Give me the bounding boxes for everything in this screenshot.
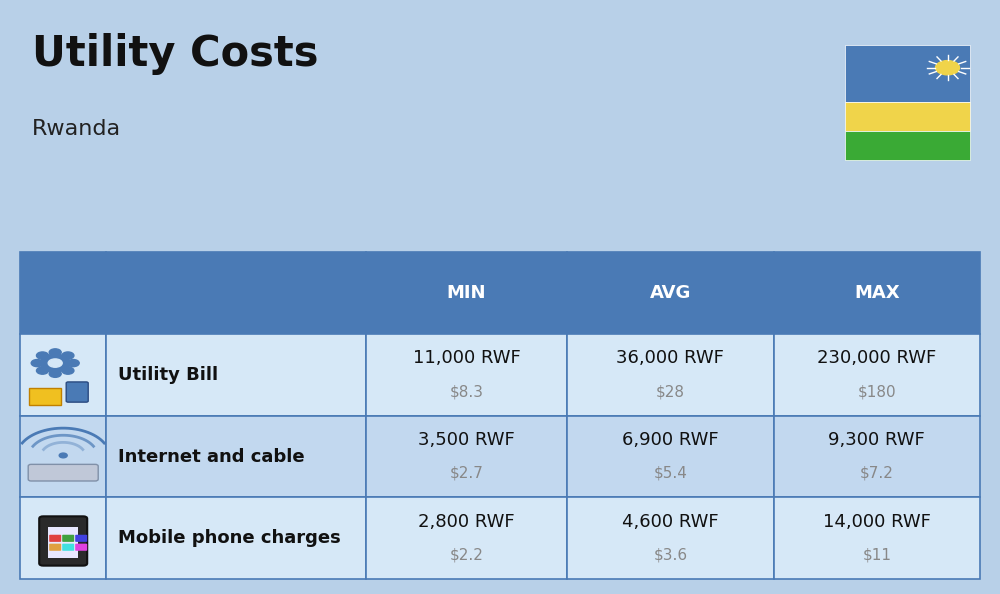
FancyBboxPatch shape bbox=[774, 334, 980, 416]
FancyBboxPatch shape bbox=[28, 465, 98, 481]
Text: Utility Bill: Utility Bill bbox=[118, 366, 219, 384]
FancyBboxPatch shape bbox=[106, 498, 366, 579]
Text: Mobile phone charges: Mobile phone charges bbox=[118, 529, 341, 547]
FancyBboxPatch shape bbox=[62, 544, 74, 551]
Circle shape bbox=[67, 359, 79, 366]
Text: 14,000 RWF: 14,000 RWF bbox=[823, 513, 931, 530]
FancyBboxPatch shape bbox=[20, 334, 106, 416]
Text: 9,300 RWF: 9,300 RWF bbox=[828, 431, 925, 449]
FancyBboxPatch shape bbox=[774, 252, 980, 334]
FancyBboxPatch shape bbox=[366, 416, 567, 497]
FancyBboxPatch shape bbox=[48, 527, 78, 558]
FancyBboxPatch shape bbox=[567, 334, 774, 416]
Circle shape bbox=[936, 61, 960, 75]
Text: $2.2: $2.2 bbox=[449, 548, 483, 563]
Circle shape bbox=[40, 354, 70, 372]
FancyBboxPatch shape bbox=[845, 45, 970, 102]
FancyBboxPatch shape bbox=[845, 103, 970, 131]
FancyBboxPatch shape bbox=[49, 535, 61, 542]
Circle shape bbox=[49, 370, 61, 377]
Text: 6,900 RWF: 6,900 RWF bbox=[622, 431, 719, 449]
Text: AVG: AVG bbox=[650, 285, 691, 302]
Circle shape bbox=[59, 453, 67, 458]
Text: MIN: MIN bbox=[447, 285, 486, 302]
Text: $28: $28 bbox=[656, 384, 685, 399]
FancyBboxPatch shape bbox=[774, 416, 980, 497]
FancyBboxPatch shape bbox=[29, 388, 61, 405]
FancyBboxPatch shape bbox=[774, 498, 980, 579]
FancyBboxPatch shape bbox=[106, 252, 366, 334]
Circle shape bbox=[62, 352, 74, 359]
Text: $8.3: $8.3 bbox=[449, 384, 483, 399]
FancyBboxPatch shape bbox=[366, 334, 567, 416]
FancyBboxPatch shape bbox=[567, 252, 774, 334]
Text: $3.6: $3.6 bbox=[653, 548, 687, 563]
Text: $7.2: $7.2 bbox=[860, 466, 894, 481]
Text: 3,500 RWF: 3,500 RWF bbox=[418, 431, 515, 449]
FancyBboxPatch shape bbox=[66, 382, 88, 402]
Text: $2.7: $2.7 bbox=[449, 466, 483, 481]
FancyBboxPatch shape bbox=[20, 252, 106, 334]
FancyBboxPatch shape bbox=[20, 416, 106, 497]
Text: Utility Costs: Utility Costs bbox=[32, 33, 318, 75]
Text: 11,000 RWF: 11,000 RWF bbox=[413, 349, 520, 367]
Text: $11: $11 bbox=[862, 548, 891, 563]
Text: 2,800 RWF: 2,800 RWF bbox=[418, 513, 515, 530]
FancyBboxPatch shape bbox=[567, 416, 774, 497]
Text: MAX: MAX bbox=[854, 285, 900, 302]
Circle shape bbox=[49, 349, 61, 356]
FancyBboxPatch shape bbox=[366, 498, 567, 579]
FancyBboxPatch shape bbox=[75, 535, 87, 542]
Text: $180: $180 bbox=[857, 384, 896, 399]
Circle shape bbox=[36, 352, 48, 359]
Circle shape bbox=[48, 359, 62, 367]
FancyBboxPatch shape bbox=[106, 416, 366, 497]
Text: $5.4: $5.4 bbox=[653, 466, 687, 481]
Circle shape bbox=[36, 367, 48, 374]
FancyBboxPatch shape bbox=[49, 544, 61, 551]
Text: Internet and cable: Internet and cable bbox=[118, 448, 305, 466]
FancyBboxPatch shape bbox=[62, 535, 74, 542]
FancyBboxPatch shape bbox=[845, 131, 970, 160]
FancyBboxPatch shape bbox=[106, 334, 366, 416]
FancyBboxPatch shape bbox=[567, 498, 774, 579]
FancyBboxPatch shape bbox=[75, 544, 87, 551]
Text: 4,600 RWF: 4,600 RWF bbox=[622, 513, 719, 530]
FancyBboxPatch shape bbox=[20, 498, 106, 579]
Circle shape bbox=[62, 367, 74, 374]
Text: 230,000 RWF: 230,000 RWF bbox=[817, 349, 936, 367]
FancyBboxPatch shape bbox=[366, 252, 567, 334]
Text: Rwanda: Rwanda bbox=[32, 119, 121, 139]
Text: 36,000 RWF: 36,000 RWF bbox=[616, 349, 724, 367]
Circle shape bbox=[31, 359, 43, 366]
FancyBboxPatch shape bbox=[39, 516, 87, 565]
